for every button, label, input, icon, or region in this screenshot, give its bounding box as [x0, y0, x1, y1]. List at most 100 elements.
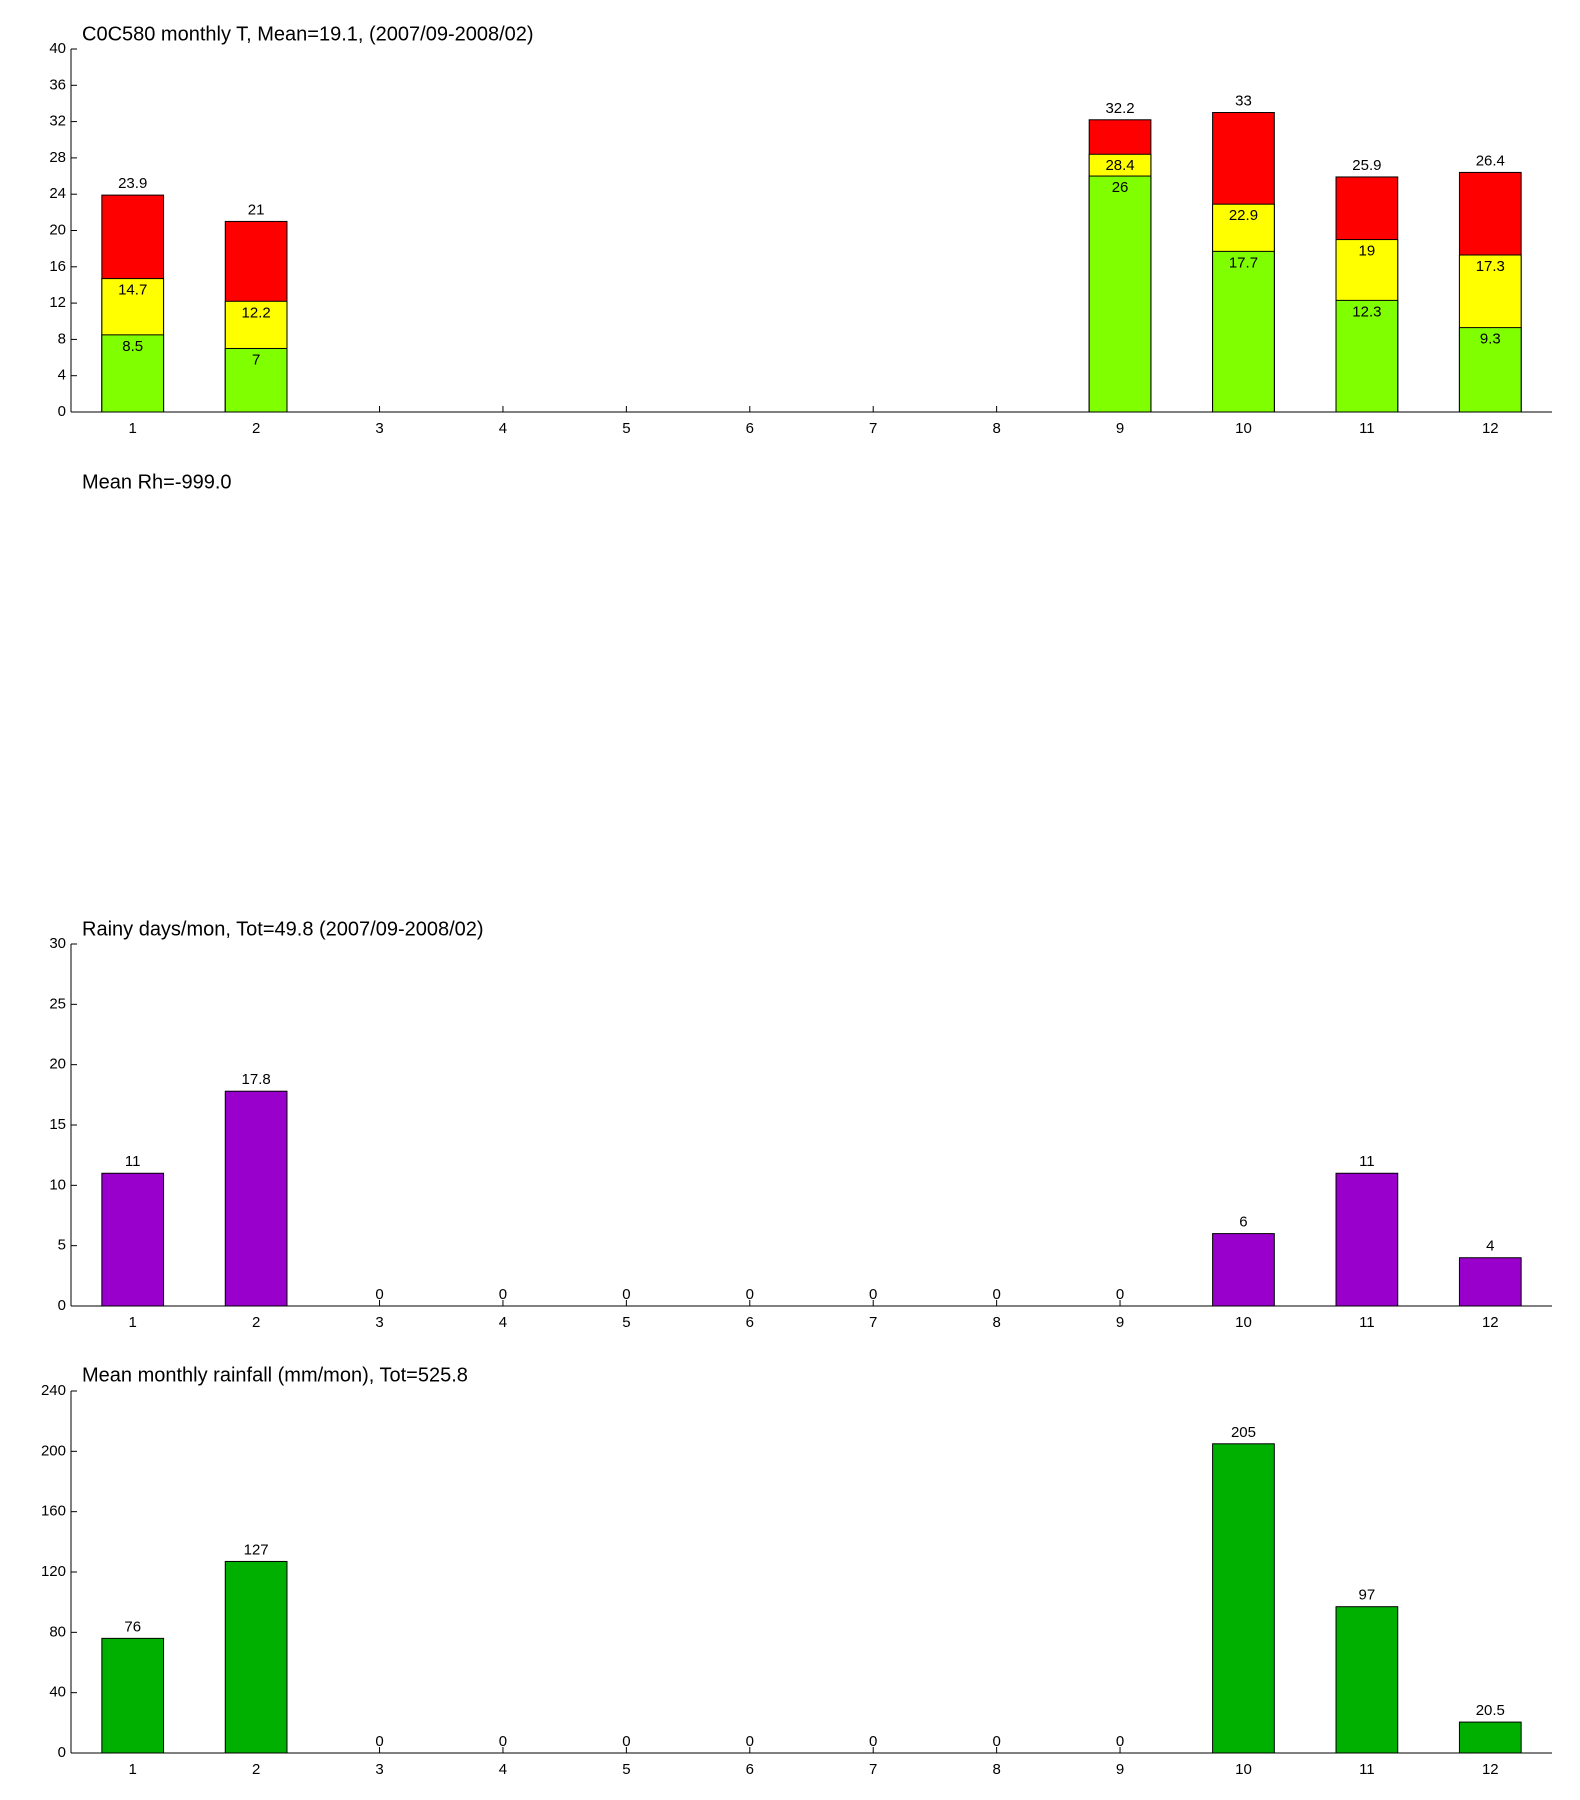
value-label: 0: [622, 1733, 630, 1750]
y-tick-label: 12: [49, 294, 66, 311]
bar: [1458, 1257, 1522, 1307]
x-tick-label: 1: [129, 420, 137, 437]
value-label: 0: [746, 1286, 754, 1303]
value-label: 14.7: [118, 282, 147, 299]
x-tick-label: 11: [1359, 420, 1375, 437]
value-label: 0: [992, 1286, 1000, 1303]
x-tick-label: 12: [1482, 420, 1499, 437]
bar: [1212, 250, 1275, 413]
x-tick-label: 6: [746, 420, 754, 437]
x-tick-label: 7: [869, 1761, 877, 1778]
value-label: 0: [622, 1286, 630, 1303]
x-tick-label: 6: [746, 1761, 754, 1778]
bar: [1335, 1606, 1399, 1754]
value-label: 76: [124, 1618, 141, 1635]
bar: [224, 347, 288, 413]
value-label: 0: [869, 1733, 877, 1750]
x-tick-label: 6: [746, 1314, 754, 1331]
x-tick-label: 11: [1359, 1761, 1375, 1778]
value-label: 25.9: [1352, 157, 1381, 174]
value-label: 23.9: [118, 175, 147, 192]
y-tick-label: 160: [41, 1503, 66, 1520]
x-tick-label: 2: [252, 420, 260, 437]
value-label: 11: [1359, 1153, 1375, 1170]
y-tick-label: 80: [49, 1623, 66, 1640]
chart-title: Mean Rh=-999.0: [82, 471, 232, 493]
bar: [1212, 1443, 1275, 1754]
value-label: 17.8: [242, 1071, 271, 1088]
y-tick-label: 24: [49, 185, 66, 202]
y-tick-label: 15: [49, 1116, 66, 1133]
value-label: 21: [248, 201, 265, 218]
y-tick-label: 120: [41, 1563, 66, 1580]
bar: [1088, 175, 1152, 413]
bar: [224, 1090, 288, 1307]
value-label: 6: [1239, 1214, 1247, 1231]
value-label: 0: [499, 1733, 507, 1750]
bar: [101, 1637, 165, 1754]
x-tick-label: 10: [1235, 1314, 1252, 1331]
value-label: 0: [499, 1286, 507, 1303]
value-label: 33: [1235, 92, 1252, 109]
bar: [1212, 1233, 1275, 1307]
x-tick-label: 9: [1116, 420, 1124, 437]
x-tick-label: 3: [375, 1314, 383, 1331]
value-label: 19: [1359, 243, 1376, 260]
x-tick-label: 2: [252, 1761, 260, 1778]
bar: [1458, 327, 1522, 413]
y-tick-label: 25: [49, 995, 66, 1012]
y-tick-label: 32: [49, 113, 66, 130]
y-tick-label: 28: [49, 149, 66, 166]
value-label: 12.2: [242, 304, 271, 321]
x-tick-label: 1: [129, 1314, 137, 1331]
y-tick-label: 0: [58, 403, 66, 420]
value-label: 127: [244, 1541, 269, 1558]
value-label: 0: [746, 1733, 754, 1750]
x-tick-label: 7: [869, 1314, 877, 1331]
x-tick-label: 3: [375, 420, 383, 437]
value-label: 0: [1116, 1733, 1124, 1750]
y-tick-label: 30: [49, 935, 66, 952]
x-tick-label: 9: [1116, 1761, 1124, 1778]
y-tick-label: 20: [49, 1056, 66, 1073]
bar: [1458, 1721, 1522, 1754]
bar: [101, 1172, 165, 1307]
y-tick-label: 4: [58, 367, 66, 384]
x-tick-label: 5: [622, 1314, 630, 1331]
value-label: 32.2: [1105, 100, 1134, 117]
value-label: 0: [869, 1286, 877, 1303]
bar: [1335, 299, 1399, 413]
x-tick-label: 2: [252, 1314, 260, 1331]
bar: [224, 1560, 288, 1754]
value-label: 26: [1112, 179, 1129, 196]
y-tick-label: 0: [58, 1297, 66, 1314]
value-label: 0: [375, 1286, 383, 1303]
y-tick-label: 5: [58, 1237, 66, 1254]
y-tick-label: 20: [49, 221, 66, 238]
y-tick-label: 16: [49, 258, 66, 275]
x-tick-label: 8: [992, 1761, 1000, 1778]
x-tick-label: 5: [622, 1761, 630, 1778]
value-label: 26.4: [1476, 152, 1505, 169]
value-label: 97: [1359, 1587, 1376, 1604]
value-label: 9.3: [1480, 331, 1501, 348]
y-tick-label: 10: [49, 1176, 66, 1193]
value-label: 20.5: [1476, 1702, 1505, 1719]
value-label: 22.9: [1229, 207, 1258, 224]
y-tick-label: 36: [49, 76, 66, 93]
value-label: 12.3: [1352, 303, 1381, 320]
y-tick-label: 0: [58, 1744, 66, 1761]
y-tick-label: 240: [41, 1382, 66, 1399]
x-tick-label: 4: [499, 420, 507, 437]
x-tick-label: 4: [499, 1314, 507, 1331]
y-tick-label: 200: [41, 1442, 66, 1459]
bar: [1335, 1172, 1399, 1307]
value-label: 205: [1231, 1424, 1256, 1441]
value-label: 28.4: [1105, 157, 1134, 174]
x-tick-label: 11: [1359, 1314, 1375, 1331]
x-tick-label: 8: [992, 1314, 1000, 1331]
x-tick-label: 3: [375, 1761, 383, 1778]
x-tick-label: 12: [1482, 1314, 1499, 1331]
value-label: 11: [125, 1153, 141, 1170]
